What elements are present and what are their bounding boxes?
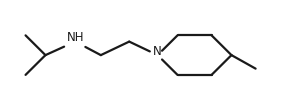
Text: N: N bbox=[153, 45, 162, 58]
Text: NH: NH bbox=[66, 31, 84, 44]
